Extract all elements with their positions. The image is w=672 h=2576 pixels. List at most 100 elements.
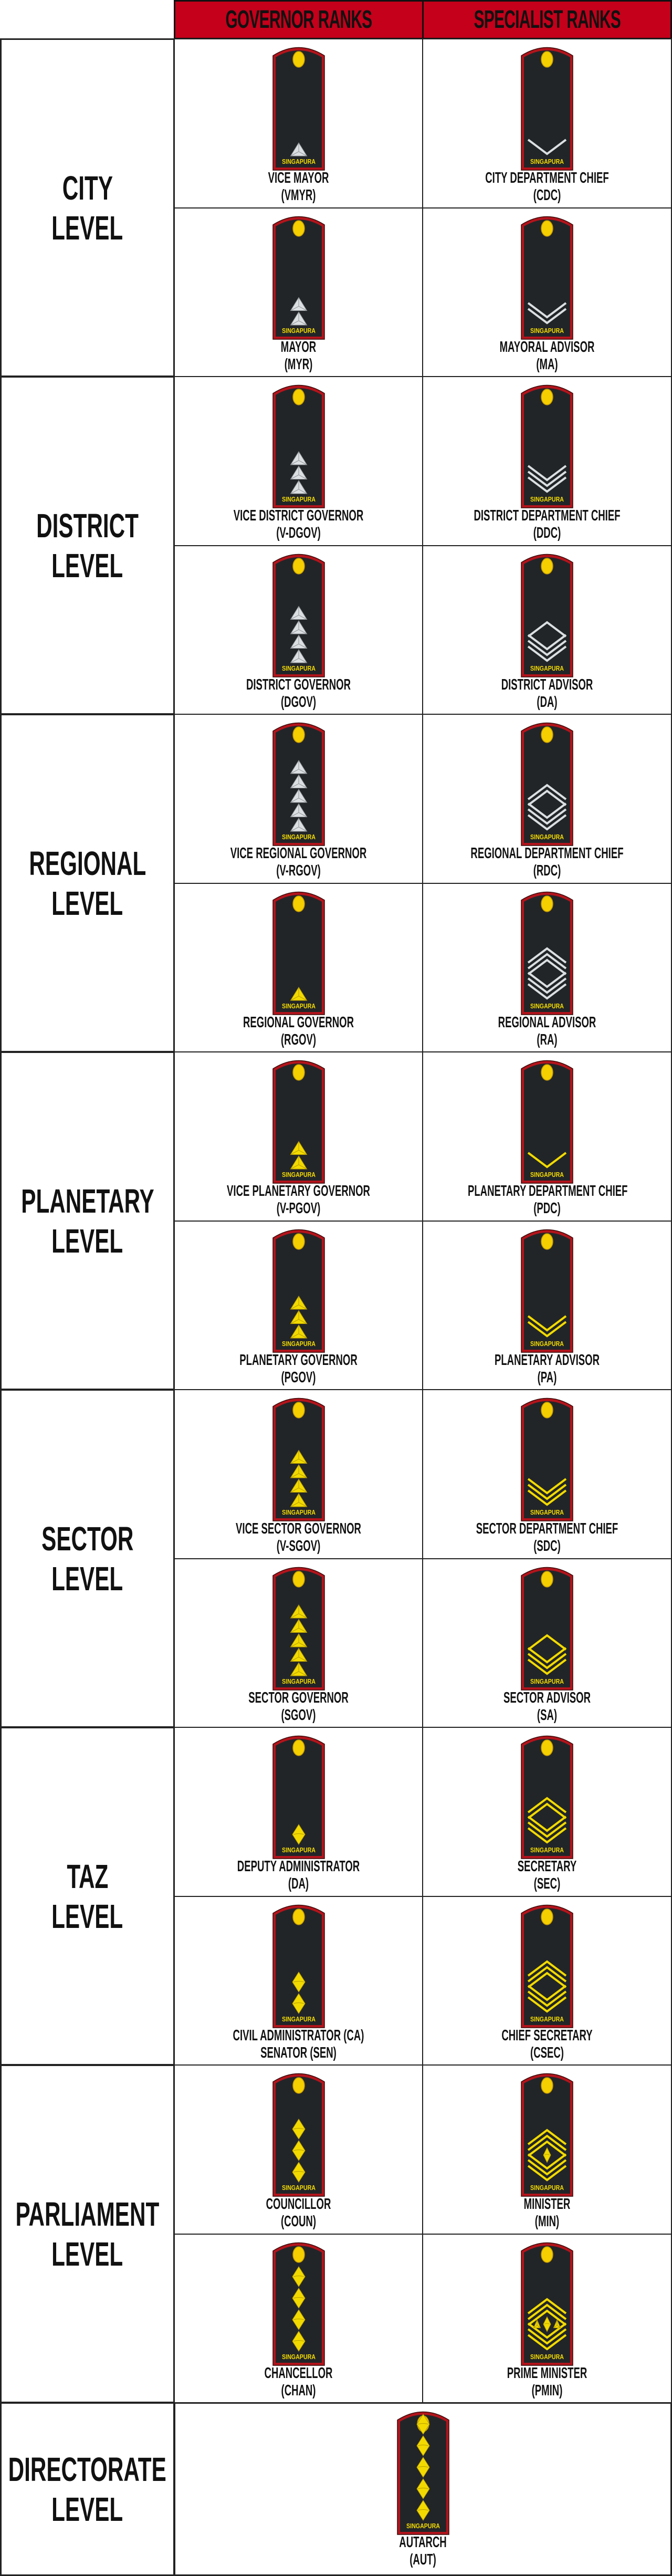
button-icon — [292, 558, 305, 575]
triangle-insignia — [290, 1141, 307, 1170]
level-regional: REGIONAL LEVEL — [0, 714, 175, 1052]
rank-label: COUNCILLOR (COUN) — [175, 2196, 422, 2230]
governor-rank-cell: SINGAPURA SECTOR GOVERNOR (SGOV) — [174, 1558, 423, 1728]
governor-rank-cell: SINGAPURA VICE REGIONAL GOVERNOR (V-RGOV) — [174, 714, 423, 884]
rank-name: REGIONAL ADVISOR — [498, 1014, 596, 1031]
epaulette-icon: SINGAPURA — [521, 2242, 573, 2366]
chevron-icon — [527, 2328, 567, 2345]
rank-label: MAYOR (MYR) — [175, 339, 422, 373]
button-icon — [541, 726, 553, 743]
rank-abbreviation: (DDC) — [533, 525, 561, 541]
level-taz: TAZ LEVEL — [0, 1727, 175, 2066]
rank-name: CITY DEPARTMENT CHIEF — [485, 170, 609, 186]
epaulette-text: SINGAPURA — [530, 1508, 564, 1516]
epaulette-text: SINGAPURA — [282, 1846, 316, 1854]
epaulette-text: SINGAPURA — [282, 327, 316, 335]
governor-rank-cell: SINGAPURA MAYOR (MYR) — [174, 207, 423, 378]
chevron-insignia — [527, 1478, 567, 1506]
chevron-icon — [527, 1659, 567, 1675]
chevron-insignia — [527, 947, 567, 1000]
epaulette-text: SINGAPURA — [282, 2015, 316, 2023]
rank-label: REGIONAL ADVISOR (RA) — [423, 1014, 671, 1049]
rank-abbreviation: (DA) — [537, 694, 558, 711]
chevron-icon — [527, 645, 567, 662]
rank-name: SECTOR ADVISOR — [503, 1689, 591, 1706]
triangle-insignia — [290, 142, 307, 157]
button-icon — [292, 2246, 305, 2263]
chevron-icon — [527, 308, 567, 325]
level-label-line: LEVEL — [51, 208, 123, 247]
button-icon — [292, 1908, 305, 1925]
chevron-icon — [527, 1996, 567, 2013]
button-icon — [292, 51, 305, 68]
specialist-rank-cell: SINGAPURA MAYORAL ADVISOR (MA) — [422, 207, 672, 378]
caret-icon — [527, 1960, 567, 1977]
epaulette-text: SINGAPURA — [282, 1677, 316, 1685]
specialist-rank-cell: SINGAPURA DISTRICT ADVISOR (DA) — [422, 545, 672, 715]
chevron-icon — [527, 1647, 567, 1664]
epaulette-icon: SINGAPURA — [272, 1229, 325, 1353]
button-icon — [292, 2077, 305, 2094]
rank-name: DISTRICT DEPARTMENT CHIEF — [474, 507, 621, 524]
button-icon — [541, 558, 553, 575]
level-label-line: LEVEL — [51, 884, 123, 922]
triangle-insignia — [290, 987, 307, 1001]
rank-label: VICE MAYOR (VMYR) — [175, 170, 422, 204]
rank-abbreviation: (V-RGOV) — [276, 862, 321, 879]
epaulette-icon: SINGAPURA — [521, 722, 573, 846]
epaulette-icon: SINGAPURA — [272, 554, 325, 677]
button-icon — [541, 389, 553, 405]
specialist-rank-cell: SINGAPURA PLANETARY ADVISOR (PA) — [422, 1221, 672, 1391]
chevron-icon — [527, 1478, 567, 1495]
button-icon — [541, 1402, 553, 1419]
rank-label: SECTOR DEPARTMENT CHIEF (SDC) — [423, 1520, 671, 1555]
rank-name: SECTOR DEPARTMENT CHIEF — [476, 1520, 618, 1537]
epaulette-icon: SINGAPURA — [521, 1397, 573, 1521]
rank-abbreviation: (SEC) — [533, 1875, 561, 1892]
governor-rank-cell: SINGAPURA DISTRICT GOVERNOR (DGOV) — [174, 545, 423, 715]
button-icon — [541, 1064, 553, 1081]
chevron-icon — [527, 2334, 567, 2351]
specialist-rank-cell: SINGAPURA PLANETARY DEPARTMENT CHIEF (PDC) — [422, 1051, 672, 1222]
epaulette-icon: SINGAPURA — [272, 384, 325, 508]
rank-name: REGIONAL DEPARTMENT CHIEF — [470, 845, 624, 862]
epaulette-icon: SINGAPURA — [272, 891, 325, 1015]
level-label-line: CITY — [62, 169, 113, 207]
rank-label: SECTOR ADVISOR (SA) — [423, 1689, 671, 1724]
caret-icon — [527, 1634, 567, 1651]
button-icon — [541, 1233, 553, 1250]
diamond-icon — [291, 2309, 306, 2330]
rank-name: REGIONAL GOVERNOR — [243, 1014, 354, 1031]
level-label-line: LEVEL — [51, 1897, 123, 1935]
chevron-icon — [527, 814, 567, 831]
epaulette-text: SINGAPURA — [282, 495, 316, 503]
diamond-insignia — [416, 2414, 430, 2521]
epaulette-icon: SINGAPURA — [272, 1735, 325, 1859]
rank-abbreviation: (RGOV) — [280, 1031, 317, 1048]
epaulette-text: SINGAPURA — [530, 1171, 564, 1179]
rank-name: COUNCILLOR — [266, 2196, 331, 2213]
epaulette-text: SINGAPURA — [530, 1677, 564, 1685]
diamond-icon — [291, 1824, 306, 1845]
diamond-icon — [291, 2140, 306, 2161]
chevron-icon — [527, 983, 567, 1000]
governor-rank-cell: SINGAPURA REGIONAL GOVERNOR (RGOV) — [174, 883, 423, 1053]
epaulette-icon: SINGAPURA — [272, 216, 325, 340]
epaulette-icon: SINGAPURA — [272, 1567, 325, 1691]
caret-icon — [527, 953, 567, 969]
chevron-icon — [527, 634, 567, 651]
caret-icon — [527, 784, 567, 800]
rank-label: VICE REGIONAL GOVERNOR (V-RGOV) — [175, 845, 422, 880]
rank-name: VICE PLANETARY GOVERNOR — [227, 1183, 370, 1200]
diamond-icon — [416, 2478, 430, 2499]
specialist-rank-cell: SINGAPURA SECRETARY (SEC) — [422, 1727, 672, 1897]
rank-name: PLANETARY ADVISOR — [494, 1352, 600, 1369]
triangle-insignia — [290, 297, 307, 326]
button-icon — [541, 220, 553, 237]
caret-icon — [527, 2129, 567, 2145]
epaulette-text: SINGAPURA — [282, 664, 316, 672]
epaulette-text: SINGAPURA — [530, 2353, 564, 2361]
governor-rank-cell: SINGAPURA VICE MAYOR (VMYR) — [174, 38, 423, 208]
level-label-line: SECTOR — [41, 1519, 134, 1558]
epaulette-text: SINGAPURA — [282, 2353, 316, 2361]
